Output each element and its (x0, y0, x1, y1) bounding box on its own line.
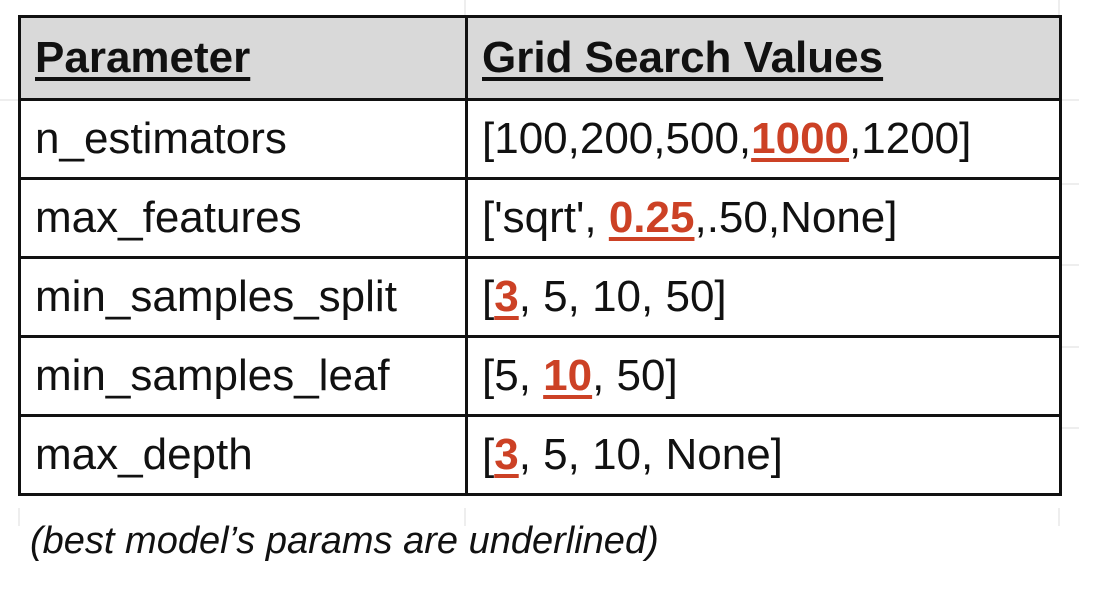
value-text: [ (482, 272, 495, 321)
best-value: 3 (494, 272, 519, 321)
best-value: 10 (543, 351, 593, 400)
header-parameter: Parameter (18, 15, 468, 101)
best-value: 1000 (751, 114, 850, 163)
param-values: [5, 10, 50] (465, 335, 1062, 417)
sheet-gridline (1059, 427, 1079, 429)
sheet-gridline (1058, 0, 1060, 15)
param-name: max_depth (18, 414, 468, 496)
best-value: 3 (494, 430, 519, 479)
sheet-gridline (0, 99, 18, 101)
table-row: min_samples_leaf [5, 10, 50] (18, 335, 1062, 417)
value-text: [ (482, 430, 495, 479)
sheet-gridline (18, 508, 20, 526)
table-caption: (best model’s params are underlined) (30, 520, 659, 562)
value-text: ,1200] (849, 114, 972, 163)
table-row: max_features ['sqrt', 0.25,.50,None] (18, 177, 1062, 259)
param-name: n_estimators (18, 98, 468, 180)
sheet-gridline (1058, 508, 1060, 526)
value-text: , 5, 10, 50] (518, 272, 727, 321)
param-values: ['sqrt', 0.25,.50,None] (465, 177, 1062, 259)
sheet-gridline (464, 0, 466, 15)
sheet-gridline (464, 508, 466, 526)
value-text: ,.50,None] (694, 193, 898, 242)
value-text: , 50] (592, 351, 678, 400)
sheet-gridline (1059, 264, 1079, 266)
header-grid-search-values: Grid Search Values (465, 15, 1062, 101)
grid-search-table: Parameter Grid Search Values n_estimator… (18, 15, 1062, 496)
value-text: ['sqrt', (482, 193, 609, 242)
param-name: max_features (18, 177, 468, 259)
table-row: max_depth [3, 5, 10, None] (18, 414, 1062, 496)
value-text: [5, (482, 351, 544, 400)
sheet-gridline (1059, 183, 1079, 185)
value-text: [100,200,500, (482, 114, 752, 163)
table-row: n_estimators [100,200,500,1000,1200] (18, 98, 1062, 180)
param-name: min_samples_split (18, 256, 468, 338)
param-name: min_samples_leaf (18, 335, 468, 417)
sheet-gridline (1059, 99, 1079, 101)
table-row: min_samples_split [3, 5, 10, 50] (18, 256, 1062, 338)
param-values: [100,200,500,1000,1200] (465, 98, 1062, 180)
table-header-row: Parameter Grid Search Values (18, 15, 1062, 101)
param-values: [3, 5, 10, 50] (465, 256, 1062, 338)
param-values: [3, 5, 10, None] (465, 414, 1062, 496)
best-value: 0.25 (608, 193, 695, 242)
value-text: , 5, 10, None] (518, 430, 783, 479)
sheet-gridline (1059, 346, 1079, 348)
